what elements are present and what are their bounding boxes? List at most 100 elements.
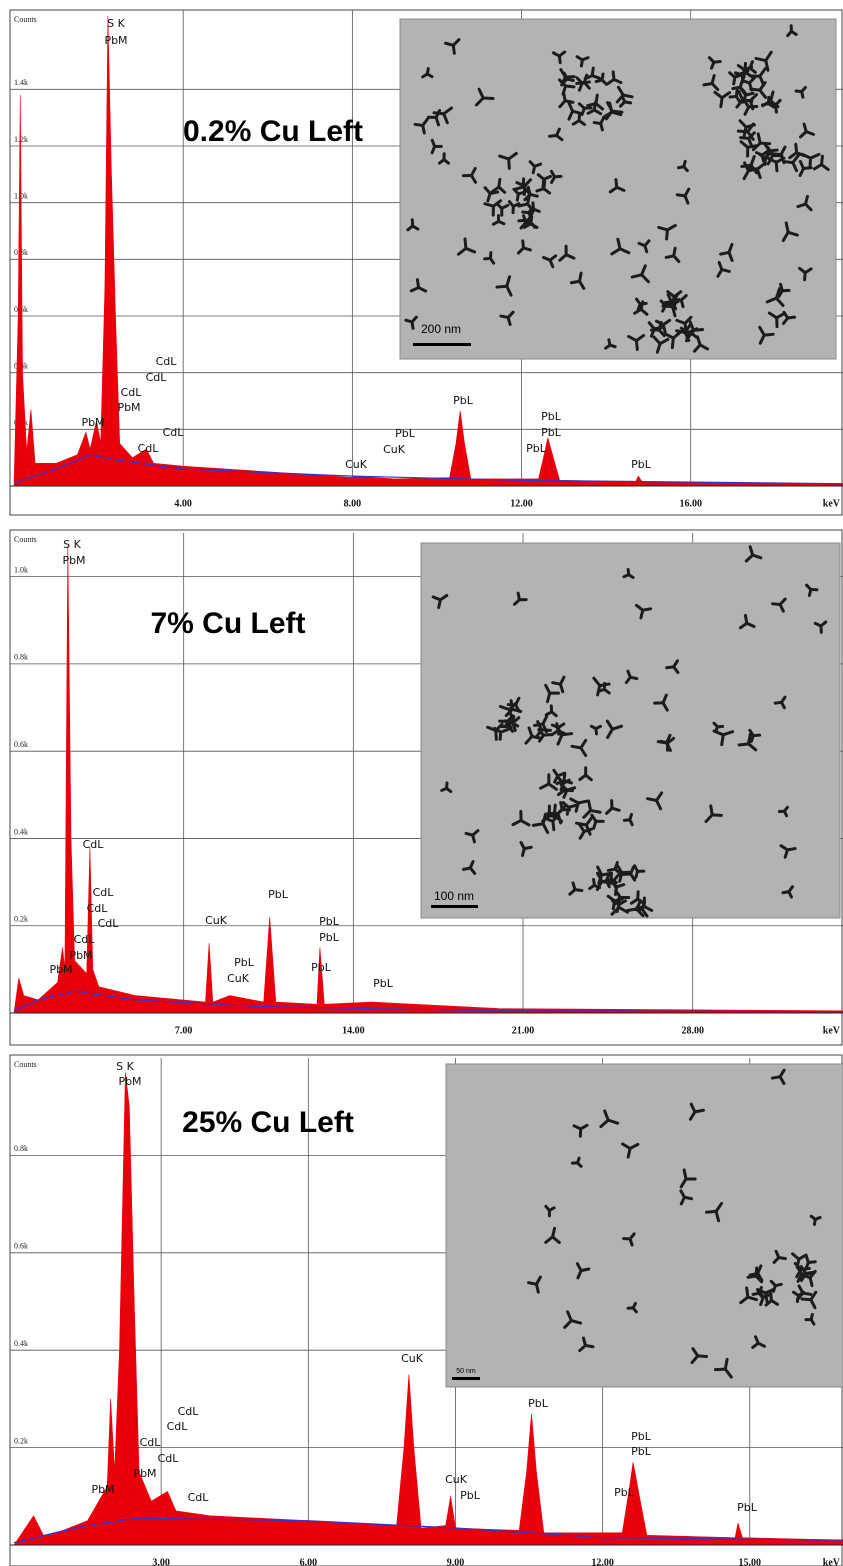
- tetrapod-arm: [569, 279, 582, 285]
- tetrapod-arm: [623, 100, 633, 105]
- peak-label: CuK: [445, 1473, 468, 1486]
- tetrapod-arm: [690, 1354, 700, 1365]
- tetrapod-arm: [756, 132, 762, 145]
- peak-label: PbL: [319, 915, 340, 928]
- tetrapod-arm: [592, 819, 598, 830]
- y-tick-label: 0.4k: [14, 1339, 28, 1348]
- tetrapod-arm: [594, 724, 602, 731]
- tetrapod-arm: [791, 161, 799, 173]
- peak-label: CuK: [345, 458, 368, 471]
- tetrapod-arm: [589, 808, 602, 814]
- peak-label: PbL: [614, 1486, 635, 1499]
- tetrapod-arm: [543, 813, 556, 819]
- tetrapod-arm: [505, 284, 513, 297]
- tetrapod-arm: [779, 700, 786, 710]
- tetrapod-arm: [792, 1290, 801, 1298]
- tetrapod-arm: [541, 177, 546, 188]
- y-tick-label: 0.8k: [14, 1144, 28, 1153]
- tetrapod-arm: [657, 225, 669, 232]
- tetrapod-arm: [577, 119, 587, 127]
- tetrapod-arm: [602, 110, 614, 119]
- background-fit: [13, 990, 843, 1013]
- tetrapod-arm: [469, 166, 477, 177]
- tem-image: [420, 542, 841, 919]
- tetrapod-arm: [666, 290, 676, 299]
- x-tick-label: 3.00: [152, 1557, 170, 1566]
- peak-label: PbL: [737, 1501, 758, 1514]
- peak-label: PbL: [631, 458, 652, 471]
- tetrapod-arm: [539, 782, 551, 790]
- tetrapod-arm: [437, 598, 442, 610]
- tetrapod-arm: [655, 799, 663, 811]
- tetrapod-arm: [506, 725, 515, 733]
- peak-label: CdL: [178, 1405, 200, 1418]
- tetrapod-arm: [762, 332, 775, 337]
- tem-image: [445, 1063, 843, 1388]
- tetrapod-arm: [777, 289, 784, 298]
- tetrapod-arm: [745, 1286, 750, 1299]
- tetrapod-arm: [512, 598, 521, 606]
- scale-label: 100 nm: [434, 889, 474, 903]
- tetrapod-arm: [592, 108, 603, 116]
- tetrapod-arm: [425, 67, 430, 76]
- tetrapod-arm: [812, 163, 824, 171]
- tetrapod-arm: [565, 786, 577, 792]
- tetrapod-arm: [774, 296, 785, 308]
- tetrapod-arm: [665, 223, 677, 232]
- tetrapod-arm: [784, 221, 790, 234]
- tetrapod-arm: [809, 1312, 814, 1322]
- tetrapod-arm: [809, 152, 821, 160]
- tetrapod-arm: [610, 247, 622, 256]
- tetrapod-arm: [746, 130, 755, 141]
- tetrapod-arm: [723, 1357, 729, 1371]
- tetrapod-arm: [716, 268, 724, 278]
- tetrapod-arm: [526, 193, 531, 206]
- tetrapod-arm: [543, 816, 555, 823]
- tetrapod-arm: [582, 808, 593, 819]
- tetrapod-arm: [445, 786, 453, 794]
- tetrapod-arm: [617, 905, 630, 914]
- tetrapod-arm: [556, 733, 564, 746]
- y-tick-label: 1.4k: [14, 78, 28, 87]
- tetrapod-arm: [576, 1269, 583, 1280]
- tem-inset: 50 nm: [445, 1063, 843, 1388]
- tetrapod-arm: [578, 823, 586, 833]
- x-tick-label: 15.00: [739, 1557, 762, 1566]
- tetrapod-arm: [772, 1256, 781, 1264]
- tetrapod-arm: [483, 202, 495, 208]
- tetrapod-arm: [709, 60, 716, 70]
- tetrapod-arm: [761, 99, 773, 108]
- x-tick-label: 21.00: [512, 1025, 535, 1036]
- x-tick-label: 12.00: [591, 1557, 614, 1566]
- tetrapod-arm: [712, 729, 725, 737]
- tetrapod-arm: [679, 294, 688, 302]
- tetrapod-arm: [608, 343, 617, 349]
- tetrapod-arm: [610, 905, 621, 916]
- tetrapod-arm: [640, 273, 650, 284]
- tetrapod-arm: [665, 665, 676, 670]
- tetrapod-arm: [569, 1319, 583, 1325]
- y-tick-label: 0.6k: [14, 1242, 28, 1251]
- tetrapod-arm: [789, 29, 798, 36]
- tetrapod-arm: [596, 865, 604, 877]
- tetrapod-arm: [661, 701, 669, 712]
- tetrapod-arm: [550, 729, 560, 737]
- tetrapod-arm: [477, 87, 485, 100]
- tetrapod-arm: [548, 133, 558, 138]
- tetrapod-arm: [541, 812, 548, 826]
- tetrapod-arm: [547, 782, 558, 791]
- tetrapod-arm: [410, 315, 418, 324]
- tetrapod-arm: [756, 1264, 763, 1275]
- tetrapod-arm: [594, 78, 604, 84]
- tetrapod-arm: [737, 89, 745, 102]
- peak-label: PbM: [104, 34, 127, 47]
- peak-label: CdL: [138, 442, 160, 455]
- background-fit: [13, 1517, 843, 1544]
- tetrapod-arm: [471, 829, 480, 837]
- peak-label: PbL: [528, 1397, 549, 1410]
- peak-label: PbL: [541, 410, 562, 423]
- peak-label: CuK: [401, 1352, 424, 1365]
- tetrapod-arm: [628, 1142, 640, 1151]
- tetrapod-arm: [738, 85, 747, 95]
- peak-label: PbL: [311, 961, 332, 974]
